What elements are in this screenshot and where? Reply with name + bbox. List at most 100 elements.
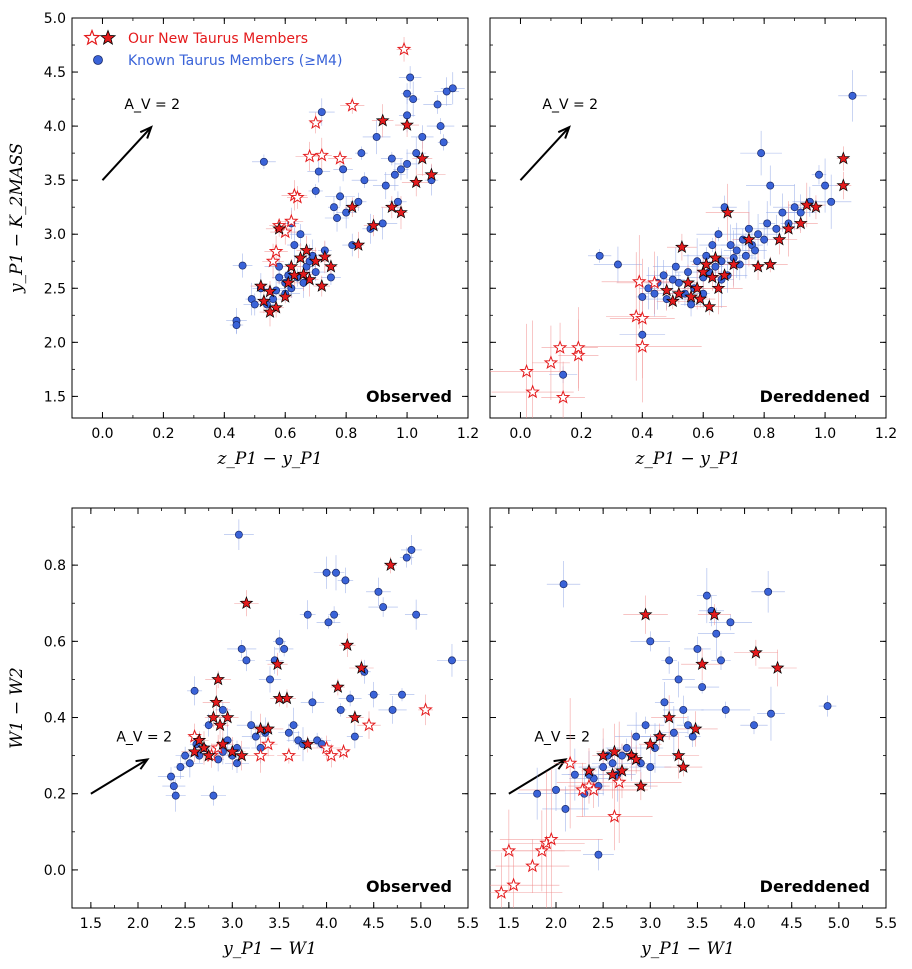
reddening-vector-arrowhead xyxy=(557,125,571,139)
new-member-star-filled xyxy=(375,113,390,127)
known-member-point xyxy=(233,759,241,768)
known-member-point xyxy=(218,705,227,714)
known-member-point xyxy=(608,759,617,768)
new-member-star-filled xyxy=(201,748,216,762)
new-member-star-open xyxy=(284,213,299,228)
new-member-star-filled xyxy=(809,199,823,214)
new-member-star-filled xyxy=(695,656,709,671)
new-member-star-filled xyxy=(705,270,720,284)
known-member-point xyxy=(763,219,772,228)
y-tick-label: 0.6 xyxy=(44,634,66,650)
x-tick-label: 0.4 xyxy=(631,426,653,442)
known-member-point xyxy=(659,271,668,280)
reddening-vector-line xyxy=(90,758,148,795)
x-axis-label: y_P1 − W1 xyxy=(222,939,317,959)
x-axis-label: z_P1 − y_P1 xyxy=(216,449,322,469)
known-member-point xyxy=(372,132,381,141)
new-member-star-open xyxy=(571,340,586,354)
new-member-star-filled xyxy=(234,748,249,762)
y-tick-label: 0.0 xyxy=(44,863,66,879)
legend-open-star-icon xyxy=(83,28,101,46)
known-member-point xyxy=(234,530,243,539)
known-member-point xyxy=(374,587,383,596)
x-tick-label: 2.0 xyxy=(127,916,149,932)
y-tick-label: 2.5 xyxy=(44,281,66,297)
reddening-vector-label: A_V = 2 xyxy=(116,729,172,745)
new-member-star-filled xyxy=(206,710,221,724)
new-member-star-open xyxy=(544,831,559,846)
known-member-point xyxy=(760,235,769,244)
new-member-star-open xyxy=(265,253,281,268)
x-tick-label: 4.0 xyxy=(733,916,755,932)
known-member-point xyxy=(559,580,568,589)
new-member-star-open xyxy=(571,347,586,362)
new-member-star-open xyxy=(647,275,662,290)
known-member-point xyxy=(671,262,680,271)
known-member-point xyxy=(209,791,218,800)
known-member-point xyxy=(726,241,735,249)
known-member-point xyxy=(570,770,579,779)
x-tick-label: 0.8 xyxy=(753,426,775,442)
new-member-star-open xyxy=(361,717,377,732)
new-member-star-filled xyxy=(652,729,667,743)
known-member-point xyxy=(684,268,692,277)
new-member-star-filled xyxy=(634,778,648,792)
new-member-star-filled xyxy=(836,151,851,165)
known-member-point xyxy=(403,111,412,120)
known-member-point xyxy=(815,170,823,179)
known-member-point xyxy=(403,89,412,98)
new-member-star-filled xyxy=(220,710,235,724)
known-member-point xyxy=(330,203,338,212)
known-member-point xyxy=(693,645,702,653)
panel-top-right-dereddened: 0.0 0.2 0.4 0.6 0.8 1.0 1.2 z_P1 − y_P1 Deredden… xyxy=(489,17,897,469)
known-member-point xyxy=(409,95,418,104)
known-member-point xyxy=(259,157,268,166)
new-member-star-filled xyxy=(770,660,785,674)
legend-new-members-label: Our New Taurus Members xyxy=(128,31,308,47)
known-member-point xyxy=(238,261,247,270)
known-member-point xyxy=(350,732,359,741)
new-member-star-filled xyxy=(213,717,227,731)
reddening-vector-arrowhead xyxy=(553,758,568,770)
new-member-star-filled xyxy=(675,239,689,254)
known-member-point xyxy=(266,675,274,684)
known-member-point xyxy=(237,645,246,653)
known-member-point xyxy=(668,275,677,284)
known-member-point xyxy=(303,610,312,619)
new-member-star-filled xyxy=(596,748,610,762)
known-member-point xyxy=(369,690,378,699)
known-member-point xyxy=(732,246,741,255)
known-member-point xyxy=(324,618,333,627)
panel-annotation: Observed xyxy=(366,387,452,406)
new-member-star-filled xyxy=(693,291,708,305)
new-member-star-filled xyxy=(263,304,277,318)
x-tick-label: 1.0 xyxy=(396,426,418,442)
new-member-star-filled xyxy=(216,736,230,751)
x-tick-label: 1.0 xyxy=(814,426,836,442)
known-member-point xyxy=(712,629,721,638)
known-member-point xyxy=(674,675,683,684)
new-member-star-filled xyxy=(702,299,717,313)
x-tick-label: 0.2 xyxy=(570,426,592,442)
new-member-star-filled xyxy=(261,721,275,735)
x-tick-label: 1.2 xyxy=(457,426,479,442)
known-member-point xyxy=(232,321,241,329)
known-member-point xyxy=(336,192,345,201)
new-member-star-filled xyxy=(263,284,277,298)
known-member-point xyxy=(322,568,331,577)
new-member-star-filled xyxy=(384,199,399,214)
panel-top-left-observed: 0.0 0.2 0.4 0.6 0.8 1.0 1.2 1.5 2.0 2.5 3.0 3.5 4.0 4… xyxy=(7,11,479,469)
reddening-vector-line xyxy=(519,126,570,181)
new-member-star-open xyxy=(543,355,559,370)
known-member-point xyxy=(741,251,750,260)
known-member-point xyxy=(314,167,323,176)
known-member-point xyxy=(717,257,726,266)
y-tick-label: 1.5 xyxy=(44,389,66,405)
known-member-point xyxy=(717,656,725,665)
new-member-star-open xyxy=(506,877,521,892)
new-member-star-filled xyxy=(699,257,714,271)
known-member-point xyxy=(388,705,397,714)
new-member-star-filled xyxy=(799,197,814,211)
x-axis-label: y_P1 − W1 xyxy=(640,939,735,959)
new-member-star-filled xyxy=(400,117,414,131)
